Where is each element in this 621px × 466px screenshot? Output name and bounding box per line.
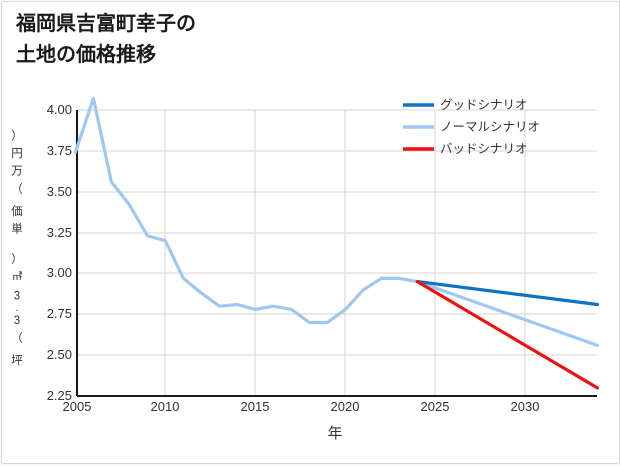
- svg-text:2.75: 2.75: [47, 306, 72, 321]
- svg-text:グッドシナリオ: グッドシナリオ: [440, 98, 528, 112]
- svg-text:2.50: 2.50: [47, 347, 72, 362]
- svg-text:4.00: 4.00: [47, 102, 72, 117]
- svg-text:2010: 2010: [151, 399, 180, 414]
- svg-text:バッドシナリオ: バッドシナリオ: [440, 142, 528, 156]
- svg-text:3.25: 3.25: [47, 225, 72, 240]
- svg-text:2005: 2005: [63, 399, 92, 414]
- svg-text:.: .: [16, 303, 19, 314]
- svg-text:2015: 2015: [241, 399, 270, 414]
- svg-text:2030: 2030: [511, 399, 540, 414]
- svg-text:ノーマルシナリオ: ノーマルシナリオ: [440, 120, 540, 134]
- svg-text:（: （: [11, 332, 23, 345]
- svg-text:価: 価: [11, 205, 23, 218]
- svg-text:3: 3: [14, 315, 20, 327]
- svg-text:単: 単: [11, 222, 23, 236]
- svg-text:2020: 2020: [331, 399, 360, 414]
- svg-text:3: 3: [14, 291, 20, 303]
- svg-text:3.00: 3.00: [47, 265, 72, 280]
- svg-text:2025: 2025: [421, 399, 450, 414]
- svg-text:坪: 坪: [11, 354, 23, 367]
- svg-text:）: ）: [11, 130, 23, 143]
- svg-text:（: （: [11, 183, 23, 196]
- svg-text:万: 万: [11, 166, 23, 178]
- svg-text:）: ）: [11, 253, 23, 266]
- svg-text:年: 年: [327, 425, 342, 442]
- svg-text:2: 2: [19, 271, 23, 278]
- svg-text:3.75: 3.75: [47, 143, 72, 158]
- svg-text:3.50: 3.50: [47, 184, 72, 199]
- svg-text:円: 円: [11, 148, 23, 160]
